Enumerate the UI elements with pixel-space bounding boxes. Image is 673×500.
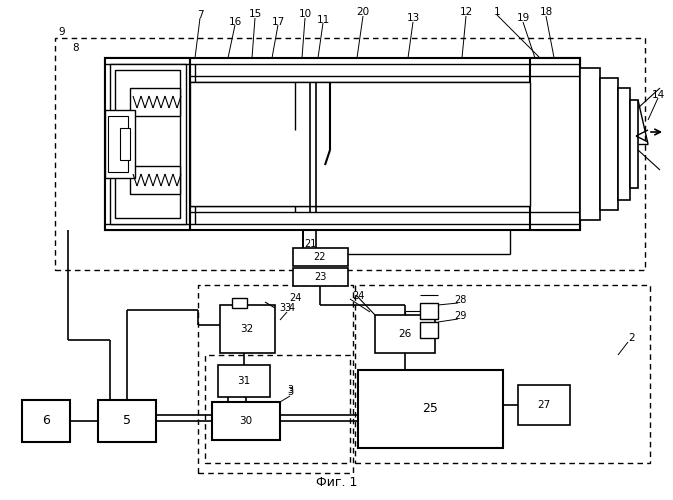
Text: Фиг. 1: Фиг. 1 <box>316 476 357 490</box>
Bar <box>120 128 130 160</box>
Bar <box>293 248 348 266</box>
Text: 12: 12 <box>460 7 472 17</box>
Bar <box>218 365 270 397</box>
Text: 5: 5 <box>123 414 131 428</box>
Text: 23: 23 <box>314 272 326 282</box>
Bar <box>220 305 275 353</box>
Text: 7: 7 <box>197 10 203 20</box>
Bar <box>105 58 190 230</box>
Text: 3: 3 <box>287 385 293 395</box>
Text: 27: 27 <box>537 400 551 410</box>
Text: 2: 2 <box>629 333 635 343</box>
Text: 20: 20 <box>357 7 369 17</box>
Text: 13: 13 <box>406 13 420 23</box>
Bar <box>630 100 638 188</box>
Bar <box>22 400 70 442</box>
Bar <box>232 298 247 308</box>
Bar <box>375 315 435 353</box>
Text: 24: 24 <box>289 293 302 303</box>
Bar <box>530 58 580 230</box>
Bar <box>105 110 135 178</box>
Bar <box>98 400 156 442</box>
Text: 14: 14 <box>651 90 665 100</box>
Text: 28: 28 <box>454 295 466 305</box>
Bar <box>115 70 180 218</box>
Text: 15: 15 <box>248 9 262 19</box>
Text: 10: 10 <box>298 9 312 19</box>
Bar <box>130 88 180 116</box>
Bar <box>293 268 348 286</box>
Bar <box>110 64 186 224</box>
Text: 16: 16 <box>228 17 242 27</box>
Bar <box>55 38 645 270</box>
Bar <box>420 303 438 319</box>
Text: 1: 1 <box>494 7 500 17</box>
Text: 19: 19 <box>516 13 530 23</box>
Bar <box>205 355 350 463</box>
Text: 32: 32 <box>240 324 254 334</box>
Text: 3: 3 <box>287 387 293 397</box>
Text: 29: 29 <box>454 311 466 321</box>
Bar <box>212 402 280 440</box>
Text: 17: 17 <box>271 17 285 27</box>
Bar <box>600 78 618 210</box>
Bar <box>618 88 630 200</box>
Bar <box>198 285 353 473</box>
Text: 6: 6 <box>42 414 50 428</box>
Text: 8: 8 <box>73 43 79 53</box>
Text: 25: 25 <box>422 402 438 415</box>
Text: 31: 31 <box>238 376 250 386</box>
Text: 24: 24 <box>352 291 364 301</box>
Bar <box>355 285 650 463</box>
Text: 21: 21 <box>304 239 316 249</box>
Text: 11: 11 <box>316 15 330 25</box>
Text: 9: 9 <box>59 27 65 37</box>
Text: 22: 22 <box>314 252 326 262</box>
Text: 30: 30 <box>240 416 252 426</box>
Bar <box>358 370 503 448</box>
Bar <box>190 82 530 206</box>
Bar <box>420 322 438 338</box>
Text: 4: 4 <box>289 303 295 313</box>
Text: 26: 26 <box>398 329 412 339</box>
Text: 18: 18 <box>539 7 553 17</box>
Bar <box>518 385 570 425</box>
Bar <box>105 58 580 230</box>
Bar <box>108 116 128 172</box>
Text: 33: 33 <box>279 303 291 313</box>
Bar <box>130 166 180 194</box>
Bar <box>580 68 600 220</box>
